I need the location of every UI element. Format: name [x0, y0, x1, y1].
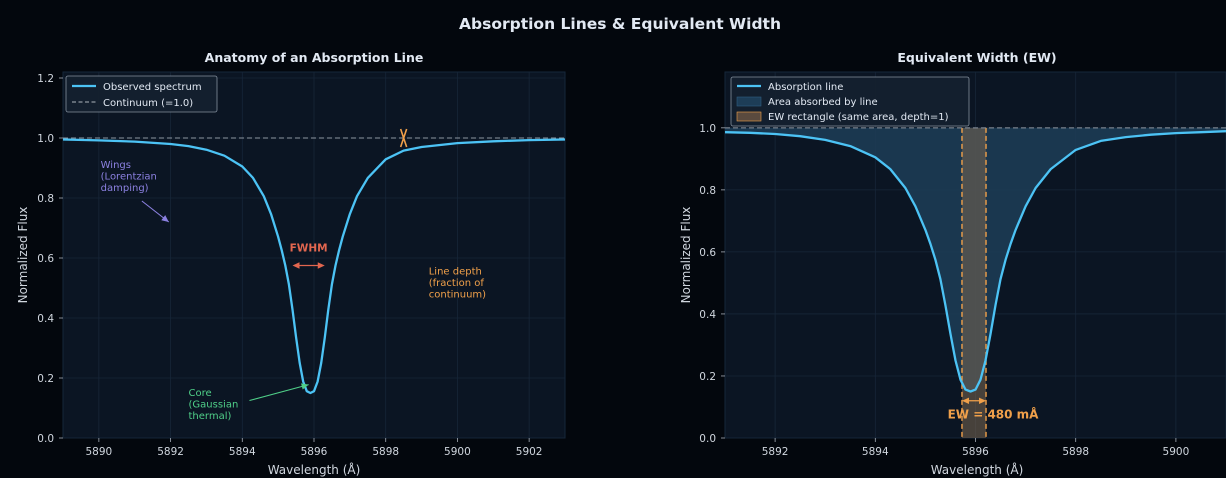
ew-tick-label-x: 5894 — [862, 446, 889, 458]
anatomy-tick-label-x: 5890 — [85, 446, 112, 458]
line-depth-label-line: Line depth — [429, 267, 482, 278]
ew-ticks: 5892 5894 5896 5898 5900 0.0 0.2 0.4 0.6 0.8 1.0 — [699, 123, 1189, 458]
fwhm-arrow-head-right — [317, 262, 325, 269]
ew-x-label: Wavelength (Å) — [931, 462, 1024, 477]
legend-swatch-ew-rect — [736, 111, 762, 122]
line-depth-label: Line depth (fraction of continuum) — [429, 267, 486, 301]
ew-tick-label-x: 5900 — [1163, 446, 1190, 458]
wings-label-line: damping) — [101, 183, 149, 194]
core-label-line: (Gaussian — [189, 400, 239, 411]
ew-value-label: EW = 480 mÅ — [948, 407, 1040, 422]
anatomy-tick-label-x: 5896 — [301, 446, 328, 458]
core-label-line: Core — [189, 388, 212, 399]
ew-legend: Absorption line Area absorbed by line EW… — [730, 76, 970, 127]
wings-label: Wings (Lorentzian damping) — [101, 160, 157, 194]
ew-arrow-head-right — [979, 397, 987, 404]
legend-label-observed: Observed spectrum — [103, 82, 202, 93]
ew-rectangle — [961, 127, 987, 438]
ew-marks — [725, 127, 1226, 438]
ew-legend-box — [730, 76, 970, 127]
anatomy-panel: 5890 5892 5894 5896 5898 5900 5902 0.0 0.2 0.4 0.6… — [16, 50, 566, 477]
ew-tick-label-y: 0.8 — [699, 185, 716, 197]
wings-label-line: Wings — [101, 160, 131, 171]
anatomy-tick-label-y: 0.4 — [37, 313, 54, 325]
anatomy-legend-box — [65, 75, 218, 113]
anatomy-legend: Observed spectrum Continuum (=1.0) — [65, 75, 218, 113]
observed-spectrum-line — [63, 138, 565, 395]
ew-tick-label-y: 0.2 — [699, 371, 716, 383]
fwhm-arrow-head-left — [292, 262, 300, 269]
legend-label-area: Area absorbed by line — [768, 97, 878, 108]
core-arrow-head — [301, 383, 309, 390]
anatomy-y-label: Normalized Flux — [16, 207, 30, 304]
anatomy-tick-label-y: 0.0 — [37, 433, 54, 445]
depth-marker-b — [399, 128, 408, 148]
anatomy-tick-label-x: 5892 — [157, 446, 184, 458]
anatomy-marks — [63, 137, 565, 395]
ew-tick-label-y: 1.0 — [699, 123, 716, 135]
ew-tick-label-y: 0.6 — [699, 247, 716, 259]
ew-tick-label-x: 5892 — [762, 446, 789, 458]
anatomy-tick-label-y: 0.8 — [37, 193, 54, 205]
legend-swatch-area — [736, 96, 762, 107]
anatomy-tick-label-x: 5894 — [229, 446, 256, 458]
ew-tick-label-y: 0.0 — [699, 433, 716, 445]
ew-title: Equivalent Width (EW) — [897, 50, 1056, 65]
ew-tick-label-y: 0.4 — [699, 309, 716, 321]
anatomy-annotations: FWHM Wings (Lorentzian damping) Core (Gaussia… — [101, 128, 486, 422]
ew-y-label: Normalized Flux — [679, 207, 693, 304]
legend-label-ew-rect: EW rectangle (same area, depth=1) — [768, 112, 949, 123]
anatomy-tick-label-x: 5898 — [372, 446, 399, 458]
wings-label-line: (Lorentzian — [101, 172, 157, 183]
line-depth-label-line: (fraction of — [429, 278, 485, 289]
anatomy-tick-label-x: 5900 — [444, 446, 471, 458]
core-arrow-line — [249, 384, 309, 402]
anatomy-tick-label-x: 5902 — [516, 446, 543, 458]
core-label: Core (Gaussian thermal) — [189, 388, 239, 422]
anatomy-tick-label-y: 0.6 — [37, 253, 54, 265]
legend-label-continuum: Continuum (=1.0) — [103, 98, 193, 109]
ew-tick-label-x: 5898 — [1062, 446, 1089, 458]
ew-panel: 5892 5894 5896 5898 5900 0.0 0.2 0.4 0.6 0.8 1.0 E… — [679, 50, 1226, 477]
legend-label-absorption: Absorption line — [768, 82, 843, 93]
fwhm-label: FWHM — [290, 243, 328, 255]
wings-arrow-head — [161, 215, 169, 222]
anatomy-grid — [63, 72, 565, 439]
anatomy-ticks: 5890 5892 5894 5896 5898 5900 5902 0.0 0.2 0.4 0.6… — [37, 73, 542, 458]
anatomy-tick-label-y: 1.0 — [37, 133, 54, 145]
anatomy-tick-label-y: 1.2 — [37, 73, 54, 85]
ew-annotations: EW = 480 mÅ — [948, 397, 1040, 422]
ew-tick-label-x: 5896 — [962, 446, 989, 458]
anatomy-tick-label-y: 0.2 — [37, 373, 54, 385]
anatomy-title: Anatomy of an Absorption Line — [205, 50, 424, 65]
ew-arrow-head-left — [961, 397, 969, 404]
figure-title: Absorption Lines & Equivalent Width — [459, 15, 781, 33]
core-label-line: thermal) — [189, 411, 232, 422]
anatomy-x-label: Wavelength (Å) — [268, 462, 361, 477]
absorption-line — [725, 130, 1226, 393]
line-depth-label-line: continuum) — [429, 290, 486, 301]
